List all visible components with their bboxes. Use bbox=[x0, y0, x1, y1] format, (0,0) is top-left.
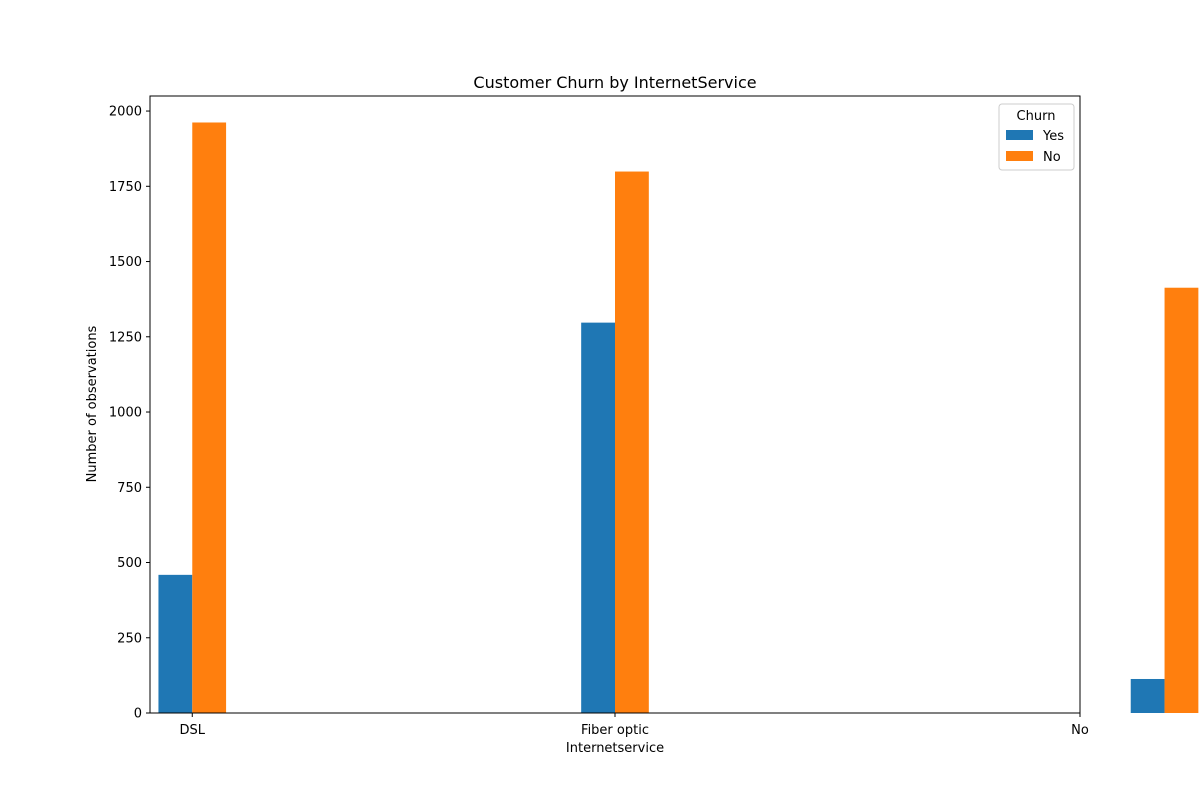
legend: Churn Yes No bbox=[998, 103, 1075, 171]
x-tick-label-no: No bbox=[1071, 723, 1089, 738]
bar-no-dsl bbox=[192, 122, 227, 714]
bar-no-fiber-optic bbox=[615, 171, 649, 714]
y-tick-label: 250 bbox=[117, 631, 142, 646]
bar-no-no bbox=[1164, 287, 1199, 713]
y-tick-label: 0 bbox=[134, 707, 142, 722]
y-tick-label: 750 bbox=[117, 481, 142, 496]
legend-label-yes: Yes bbox=[1042, 129, 1064, 144]
legend-swatch-yes bbox=[1006, 130, 1033, 140]
x-axis: DSL Fiber optic No bbox=[180, 713, 1089, 738]
legend-entries: Yes No bbox=[1006, 129, 1064, 165]
y-axis-title: Number of observations bbox=[85, 325, 100, 482]
y-tick-label: 1500 bbox=[109, 255, 142, 270]
chart-title: Customer Churn by InternetService bbox=[473, 73, 756, 92]
x-axis-title: Internetservice bbox=[566, 741, 664, 756]
y-axis: 0 250 500 750 1000 1250 1500 1750 2000 bbox=[109, 105, 150, 722]
bar-yes-dsl bbox=[158, 574, 193, 713]
y-tick-label: 1000 bbox=[109, 406, 142, 421]
y-tick-label: 500 bbox=[117, 556, 142, 571]
bars-layer bbox=[158, 122, 1199, 714]
legend-swatch-no bbox=[1006, 151, 1033, 161]
legend-title: Churn bbox=[1017, 109, 1056, 124]
y-tick-label: 1750 bbox=[109, 180, 142, 195]
x-tick-label-fiber-optic: Fiber optic bbox=[581, 723, 649, 738]
y-tick-label: 2000 bbox=[109, 105, 142, 120]
x-tick-label-dsl: DSL bbox=[180, 723, 206, 738]
y-tick-label: 1250 bbox=[109, 330, 142, 345]
bar-yes-no bbox=[1130, 678, 1165, 713]
bar-yes-fiber-optic bbox=[581, 322, 615, 713]
legend-label-no: No bbox=[1043, 150, 1061, 165]
